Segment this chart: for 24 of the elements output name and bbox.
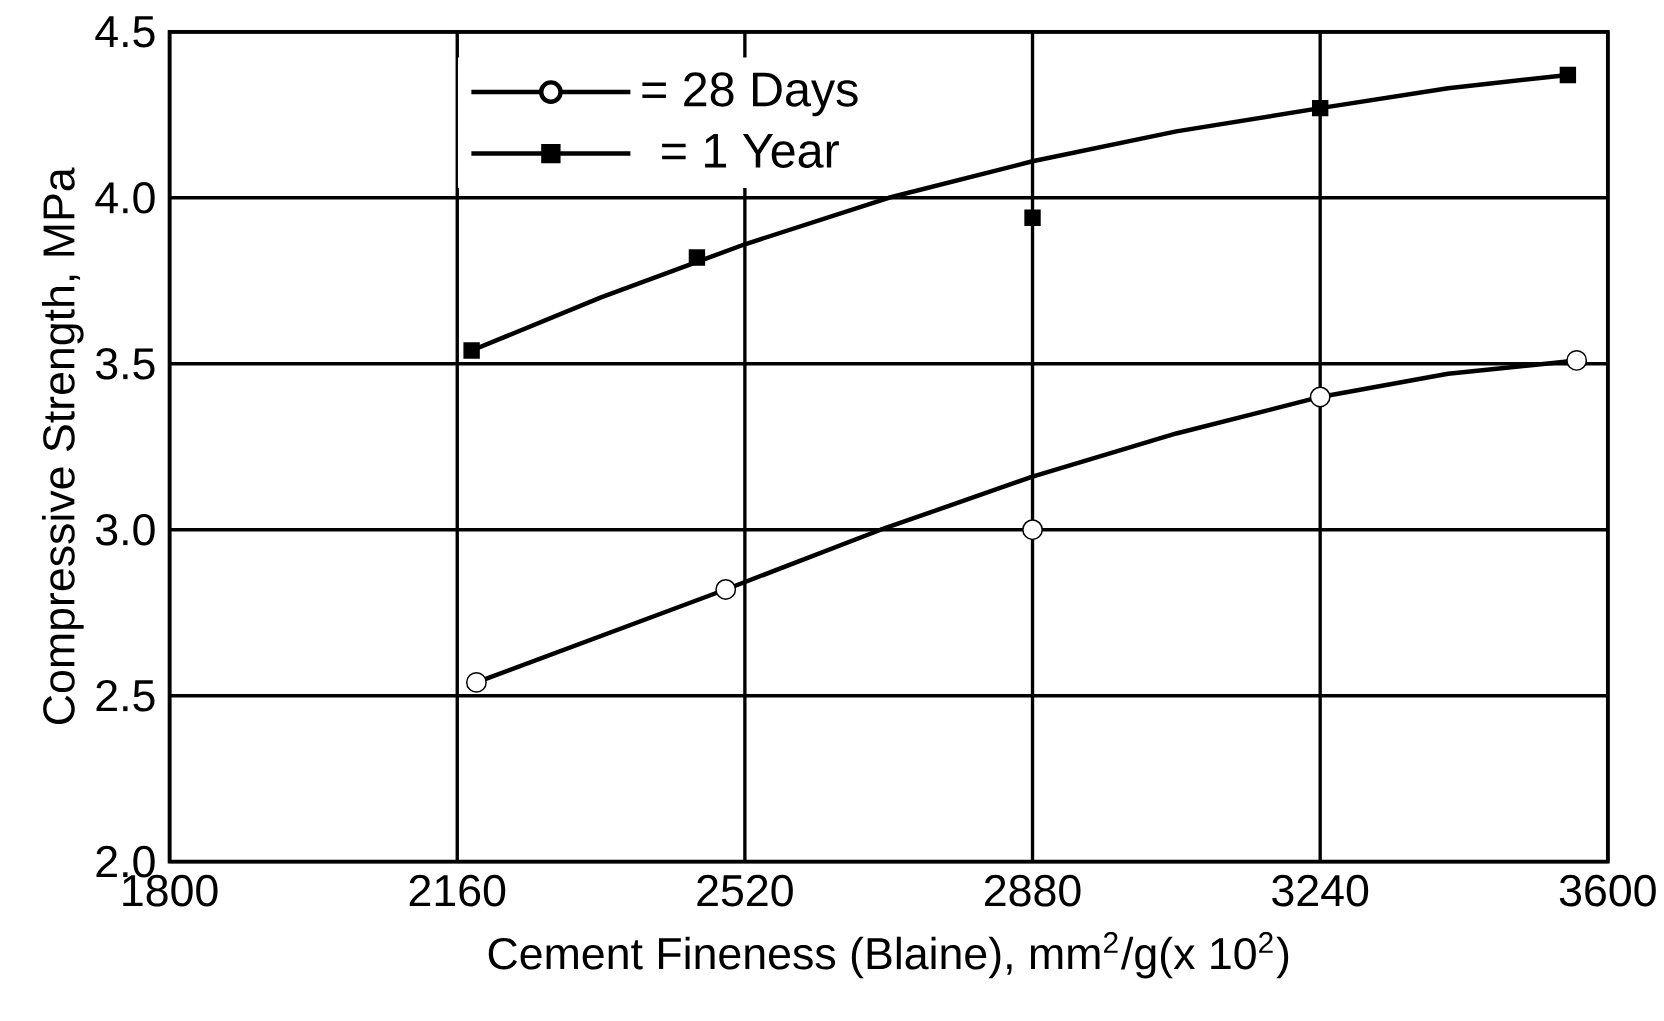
x-tick-label: 2160 [409,875,506,907]
x-tick-label: 2520 [697,875,793,907]
y-tick-label: 3.0 [95,514,155,546]
legend-label: = 1 Year [662,134,839,169]
y-tick-label: 4.0 [95,182,155,214]
x-tick-label: 3600 [1559,875,1656,907]
point [1559,66,1577,84]
y-tick-label: 2.5 [96,680,155,712]
x-tick-label: 2880 [985,875,1081,907]
point [465,672,487,694]
point [1024,209,1041,227]
point [1566,350,1588,372]
point [1309,386,1331,408]
y-tick-label: 4.5 [95,16,155,48]
point [1022,519,1043,541]
point [715,579,737,601]
y-tick-label: 3.5 [95,348,155,380]
legend-label: = 28 Days [642,72,858,117]
point [463,342,480,359]
y-axis-title: Compressive Strength, MPa [41,167,84,725]
x-axis-title: Cement Fineness (Blaine), mm$^{2}$/g(x 10$^{2}$) [488,932,1289,979]
x-tick-label: 3240 [1272,875,1369,907]
point [688,249,706,266]
point [1311,100,1329,117]
